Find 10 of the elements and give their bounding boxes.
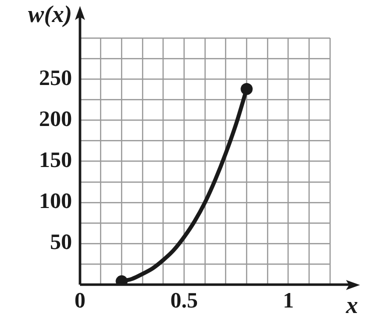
- y-tick-label: 150: [39, 146, 72, 172]
- y-tick-label: 50: [50, 229, 72, 254]
- x-tick-label: 0.5: [170, 287, 198, 312]
- y-axis-title: w(x): [28, 2, 72, 28]
- y-tick-label: 200: [39, 106, 72, 131]
- y-tick-label: 250: [39, 64, 72, 90]
- x-tick-label: 1: [282, 287, 294, 312]
- x-tick-label: 0: [74, 287, 86, 312]
- y-tick-label: 100: [39, 188, 72, 214]
- x-axis-title: x: [345, 292, 358, 319]
